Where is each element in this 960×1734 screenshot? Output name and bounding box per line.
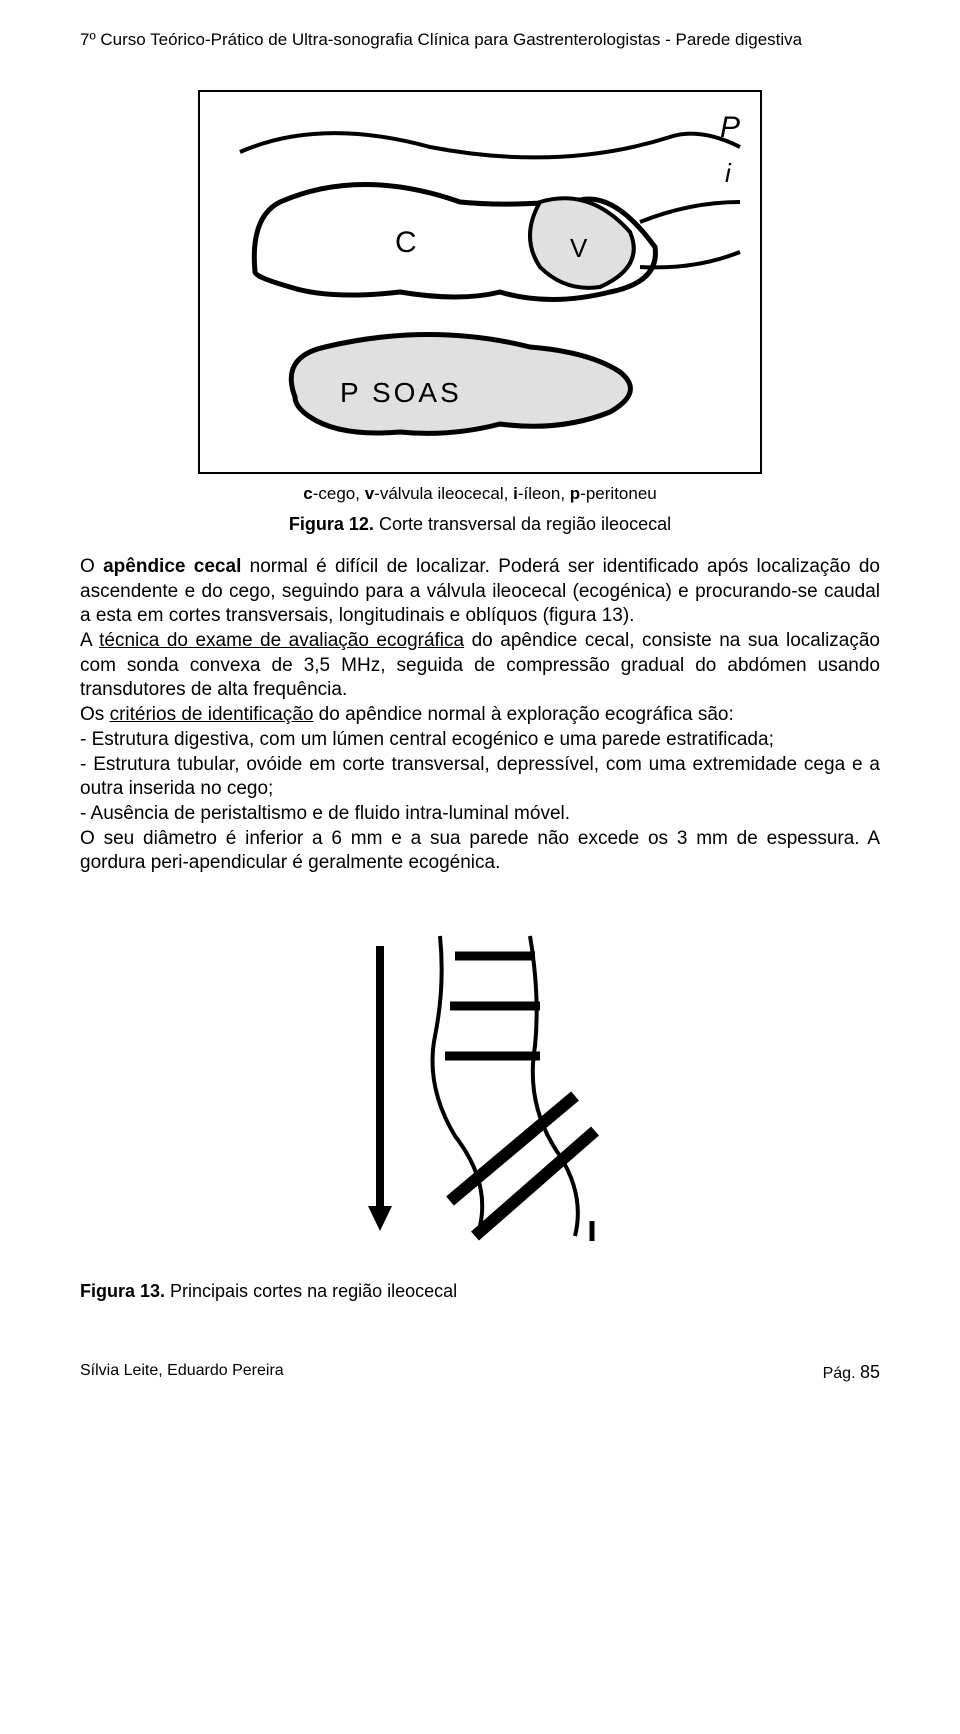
figure-12-box: C V P i P SOAS bbox=[198, 90, 762, 474]
label-c: C bbox=[395, 226, 417, 259]
label-v: V bbox=[570, 233, 588, 263]
footer-page: Pág. 85 bbox=[823, 1362, 880, 1383]
figure-13-caption: Figura 13. Principais cortes na região i… bbox=[80, 1281, 880, 1302]
document-page: 7º Curso Teórico-Prático de Ultra-sonogr… bbox=[0, 0, 960, 1413]
figure-12-title: Figura 12. Corte transversal da região i… bbox=[80, 514, 880, 535]
figure-12-diagram: C V P i P SOAS bbox=[200, 92, 760, 472]
footer-authors: Sílvia Leite, Eduardo Pereira bbox=[80, 1362, 284, 1383]
label-psoas: P SOAS bbox=[340, 377, 462, 408]
page-header: 7º Curso Teórico-Prático de Ultra-sonogr… bbox=[80, 30, 880, 50]
figure-12-legend: c-cego, v-válvula ileocecal, i-íleon, p-… bbox=[80, 484, 880, 504]
label-i: i bbox=[725, 158, 732, 188]
figure-13-wrap bbox=[80, 916, 880, 1261]
page-footer: Sílvia Leite, Eduardo Pereira Pág. 85 bbox=[80, 1362, 880, 1383]
figure-13-diagram bbox=[340, 916, 620, 1256]
label-p: P bbox=[720, 111, 740, 144]
body-text: O apêndice cecal normal é difícil de loc… bbox=[80, 555, 880, 876]
